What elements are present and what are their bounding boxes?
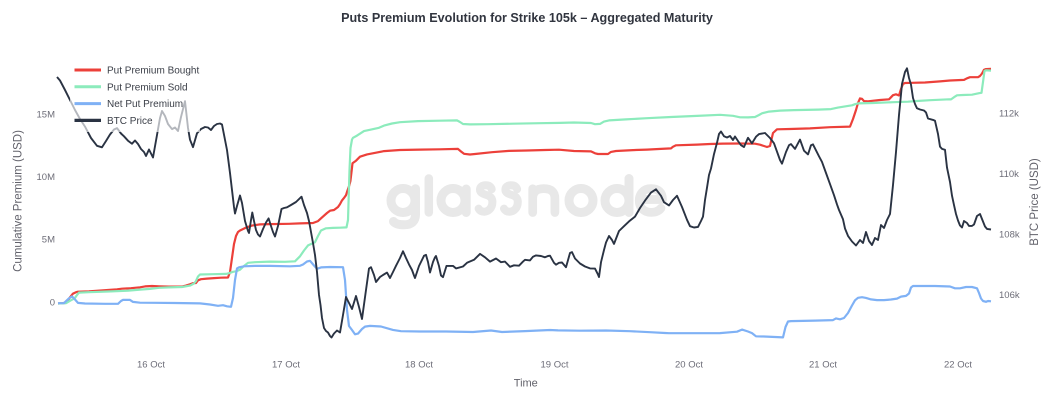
svg-text:Put Premium Bought: Put Premium Bought: [107, 66, 199, 77]
svg-text:16 Oct: 16 Oct: [137, 360, 165, 371]
svg-text:19 Oct: 19 Oct: [541, 360, 569, 371]
svg-text:Cumulative Premium (USD): Cumulative Premium (USD): [13, 130, 25, 272]
svg-text:22 Oct: 22 Oct: [944, 360, 972, 371]
svg-text:10M: 10M: [37, 172, 56, 183]
svg-text:108k: 108k: [999, 229, 1020, 240]
svg-text:17 Oct: 17 Oct: [272, 360, 300, 371]
svg-text:5M: 5M: [42, 234, 55, 245]
svg-text:BTC Price (USD): BTC Price (USD): [1029, 158, 1041, 246]
svg-text:0: 0: [50, 297, 55, 308]
svg-text:20 Oct: 20 Oct: [675, 360, 703, 371]
svg-text:Net Put Premium: Net Put Premium: [107, 99, 183, 110]
svg-text:112k: 112k: [999, 108, 1019, 119]
svg-text:106k: 106k: [999, 290, 1020, 301]
svg-text:18 Oct: 18 Oct: [405, 360, 433, 371]
svg-text:Puts Premium Evolution for Str: Puts Premium Evolution for Strike 105k –…: [341, 11, 713, 25]
svg-text:110k: 110k: [999, 169, 1019, 180]
svg-text:Time: Time: [514, 378, 538, 390]
svg-text:Put Premium Sold: Put Premium Sold: [107, 82, 188, 93]
svg-text:BTC Price: BTC Price: [107, 116, 153, 127]
svg-text:21 Oct: 21 Oct: [809, 360, 837, 371]
svg-text:15M: 15M: [37, 109, 56, 120]
